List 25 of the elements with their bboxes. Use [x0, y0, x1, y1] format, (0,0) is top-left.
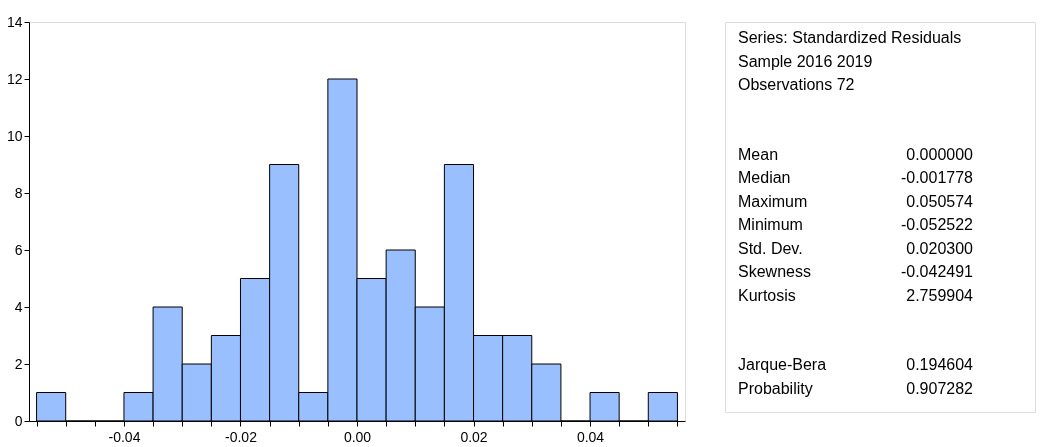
y-tick-label: 2 [14, 355, 23, 372]
text: Skewness -0.042491 [738, 263, 973, 280]
text: Median -0.001778 [738, 169, 973, 186]
text: Sample 2016 2019 [738, 52, 873, 70]
y-tick-label: 14 [6, 13, 23, 30]
text: Minimum -0.052522 [738, 216, 973, 233]
text: Mean 0.000000 [738, 145, 973, 163]
text: Observations 72 [738, 76, 855, 93]
x-tick-label: 0.04 [576, 428, 605, 445]
x-tick-label: 0.02 [460, 428, 488, 445]
text: Probability 0.907282 [738, 379, 973, 397]
text: Series: Standardized Residuals [738, 29, 962, 46]
x-tick-label: -0.04 [108, 428, 141, 445]
x-tick-label: 0.00 [343, 428, 372, 445]
y-tick-label: 0 [14, 412, 23, 429]
y-tick-label: 4 [14, 298, 23, 315]
text: Std. Dev. 0.020300 [738, 239, 973, 257]
x-tick-label: -0.02 [225, 428, 258, 445]
y-tick-label: 12 [6, 70, 23, 87]
y-tick-label: 6 [14, 241, 23, 258]
text: Kurtosis 2.759904 [738, 286, 973, 304]
y-tick-label: 10 [6, 127, 23, 144]
text: Maximum 0.050574 [738, 192, 973, 210]
text: Jarque-Bera 0.194604 [738, 356, 973, 373]
y-tick-label: 8 [14, 184, 23, 201]
